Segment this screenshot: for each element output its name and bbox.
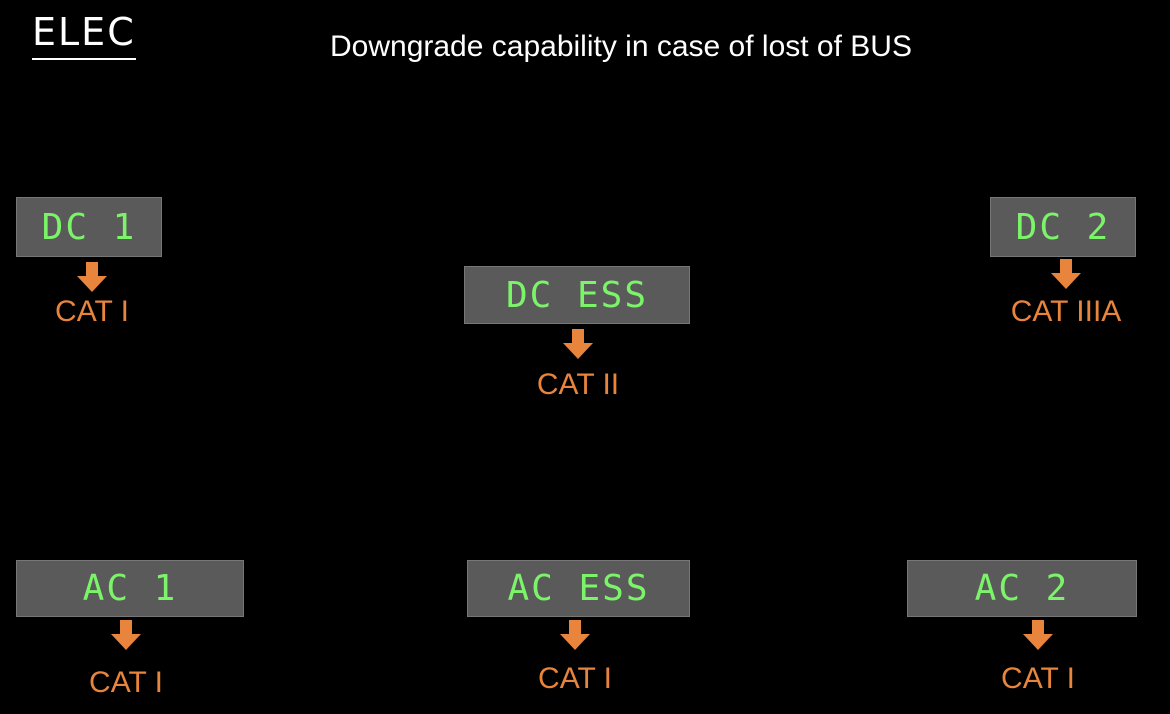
title: Downgrade capability in case of lost of … xyxy=(330,30,912,63)
capability: CAT I xyxy=(538,662,612,695)
bus-box: DC ESS xyxy=(464,266,690,324)
arrow xyxy=(1051,259,1081,289)
logo: ELEC xyxy=(32,10,136,60)
bus-box: AC 2 xyxy=(907,560,1137,617)
arrow xyxy=(563,329,593,359)
bus-box: DC 2 xyxy=(990,197,1136,257)
capability: CAT I xyxy=(89,666,163,699)
capability: CAT I xyxy=(1001,662,1075,695)
capability: CAT I xyxy=(55,295,129,328)
arrow xyxy=(77,262,107,292)
arrow xyxy=(560,620,590,650)
bus-box: AC 1 xyxy=(16,560,244,617)
bus-box: AC ESS xyxy=(467,560,690,617)
arrow xyxy=(1023,620,1053,650)
capability: CAT IIIA xyxy=(1010,295,1122,328)
bus-box: DC 1 xyxy=(16,197,162,257)
capability: CAT II xyxy=(536,368,620,401)
arrow xyxy=(111,620,141,650)
